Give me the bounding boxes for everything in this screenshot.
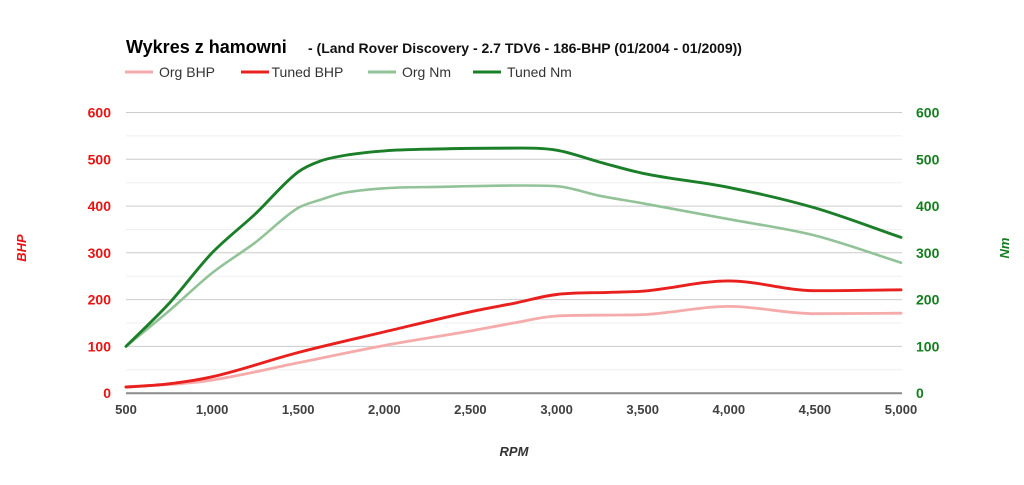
svg-text:400: 400 [916, 198, 940, 214]
svg-text:BHP: BHP [14, 234, 29, 262]
svg-text:Tuned BHP: Tuned BHP [272, 64, 344, 80]
svg-text:500: 500 [88, 151, 112, 167]
svg-text:Wykres z hamowni: Wykres z hamowni [126, 37, 287, 57]
svg-text:0: 0 [916, 385, 924, 401]
svg-text:4,000: 4,000 [713, 402, 746, 417]
svg-text:2,500: 2,500 [454, 402, 487, 417]
svg-text:0: 0 [103, 385, 111, 401]
svg-text:1,500: 1,500 [282, 402, 315, 417]
svg-text:3,000: 3,000 [540, 402, 573, 417]
svg-text:300: 300 [88, 245, 112, 261]
svg-text:Nm: Nm [997, 237, 1012, 258]
svg-text:2,000: 2,000 [368, 402, 401, 417]
svg-text:500: 500 [115, 402, 137, 417]
svg-text:4,500: 4,500 [799, 402, 832, 417]
svg-text:300: 300 [916, 245, 940, 261]
svg-text:Org BHP: Org BHP [159, 64, 215, 80]
svg-text:200: 200 [916, 292, 940, 308]
svg-text:Org Nm: Org Nm [402, 64, 451, 80]
svg-text:- (Land Rover Discovery - 2.7: - (Land Rover Discovery - 2.7 TDV6 - 186… [308, 40, 742, 56]
svg-text:600: 600 [88, 105, 112, 121]
svg-text:RPM: RPM [500, 444, 530, 459]
svg-text:5,000: 5,000 [885, 402, 918, 417]
svg-text:200: 200 [88, 292, 112, 308]
svg-text:100: 100 [916, 338, 940, 354]
svg-text:400: 400 [88, 198, 112, 214]
svg-text:3,500: 3,500 [626, 402, 659, 417]
svg-text:500: 500 [916, 151, 940, 167]
svg-text:Tuned Nm: Tuned Nm [507, 64, 572, 80]
svg-text:600: 600 [916, 105, 940, 121]
svg-text:100: 100 [88, 338, 112, 354]
svg-text:1,000: 1,000 [196, 402, 229, 417]
